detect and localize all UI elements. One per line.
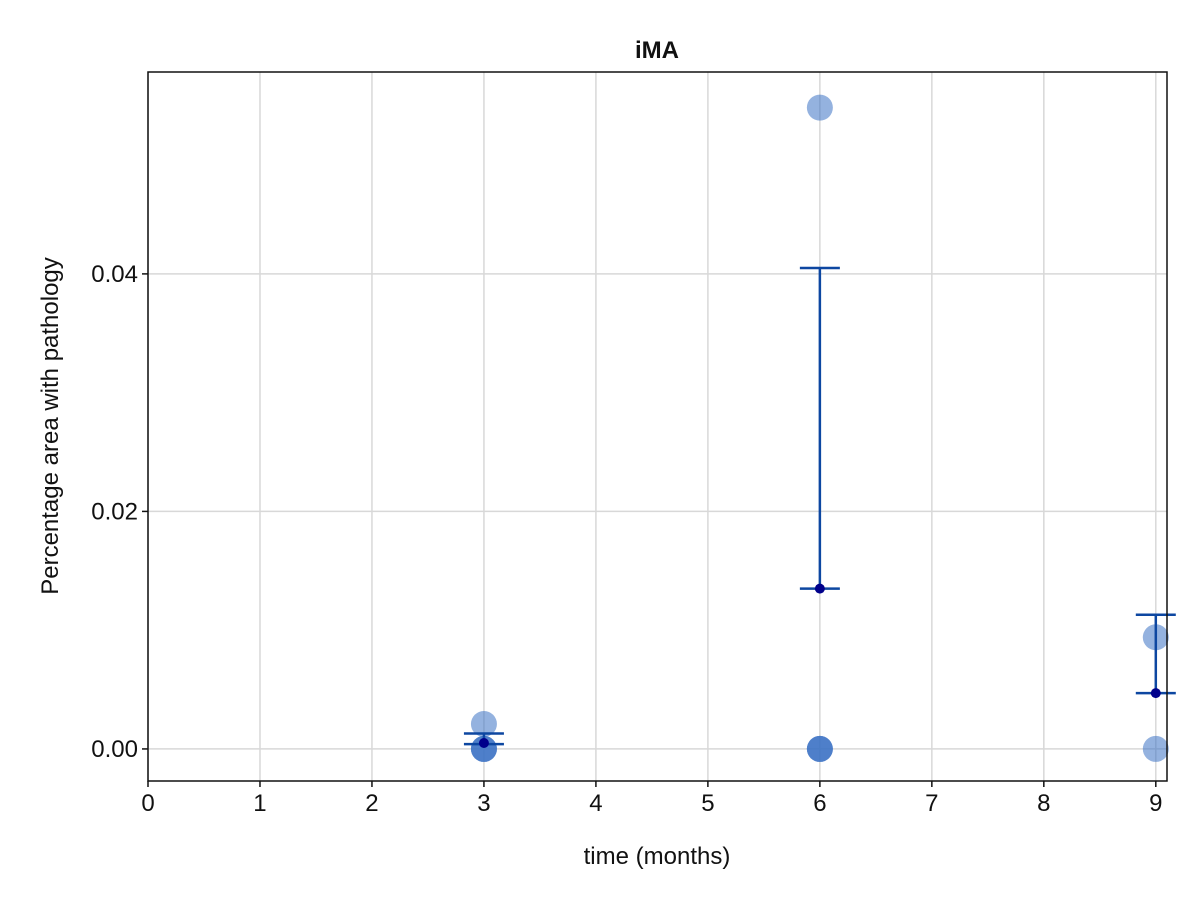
mean-point: [814, 583, 825, 594]
y-tick-label: 0.04: [91, 261, 138, 288]
chart-title: iMA: [635, 37, 679, 64]
x-tick-label: 4: [589, 790, 602, 817]
data-point: [470, 735, 497, 762]
x-tick-label: 3: [477, 790, 490, 817]
mean-point: [1150, 688, 1161, 699]
data-point: [1142, 735, 1169, 762]
x-tick-label: 2: [365, 790, 378, 817]
x-tick-label: 1: [253, 790, 266, 817]
x-axis-label: time (months): [584, 843, 731, 870]
x-tick-label: 0: [141, 790, 154, 817]
x-tick-label: 7: [925, 790, 938, 817]
y-tick-label: 0.02: [91, 498, 138, 525]
x-tick-label: 8: [1037, 790, 1050, 817]
data-point: [806, 735, 833, 762]
data-point: [806, 94, 833, 121]
x-tick-label: 5: [701, 790, 714, 817]
x-tick-label: 6: [813, 790, 826, 817]
axes-ticks: 0 1 2 3 4 5 6 7 8 9 0.00 0.02 0.04: [91, 261, 1162, 817]
data-marks: [463, 94, 1176, 762]
grid: [147, 72, 1167, 781]
y-axis-label: Percentage area with pathology: [37, 257, 64, 595]
mean-point: [478, 737, 489, 748]
x-tick-label: 9: [1149, 790, 1162, 817]
data-point: [470, 710, 497, 737]
y-tick-label: 0.00: [91, 736, 138, 763]
plot-frame: [147, 71, 1168, 782]
